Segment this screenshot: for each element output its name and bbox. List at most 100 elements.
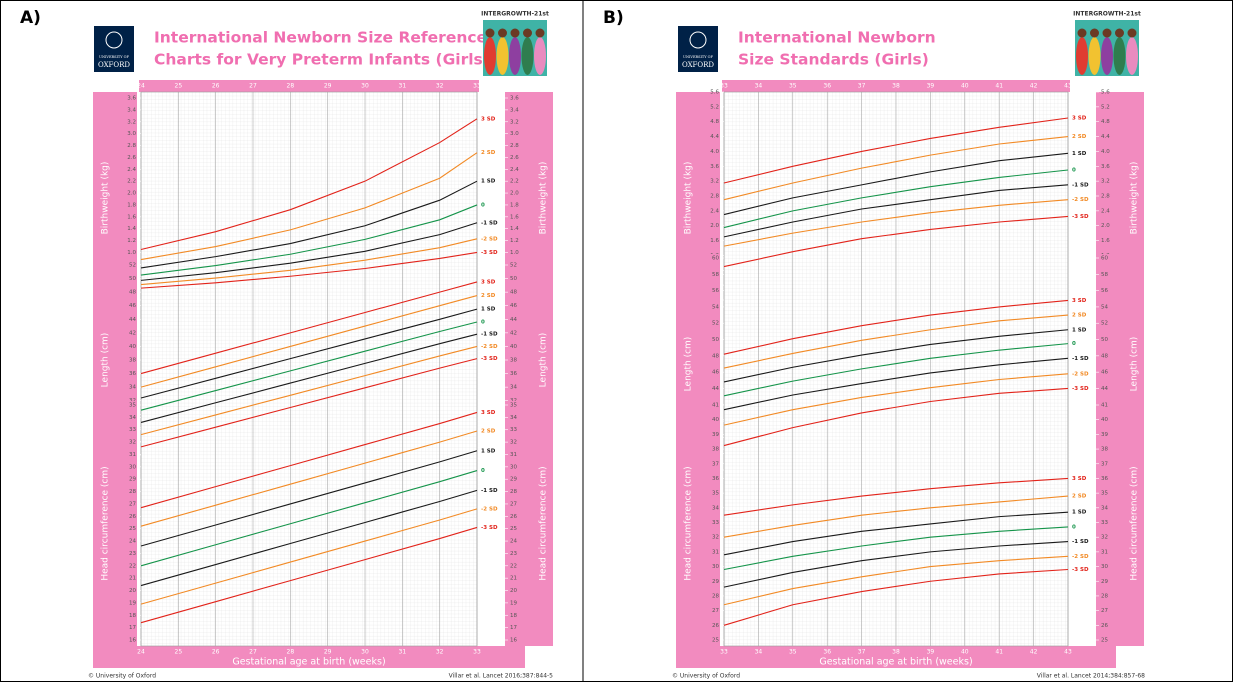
y-tick-label: 27 bbox=[712, 608, 719, 614]
x-tick-label: 42 bbox=[1030, 649, 1038, 656]
y-tick-label: 25 bbox=[712, 638, 719, 644]
sd-label: -1 SD bbox=[1072, 182, 1089, 188]
y-tick-label: 26 bbox=[712, 623, 719, 629]
y-tick-label: 4.4 bbox=[1101, 134, 1110, 140]
y-tick-label: 3.6 bbox=[127, 96, 136, 102]
y-axis-title: Head circumference (cm) bbox=[684, 466, 694, 580]
y-tick-label: 50 bbox=[1101, 337, 1108, 343]
y-axis-title: Head circumference (cm) bbox=[1130, 466, 1140, 580]
x-tick-label: 30 bbox=[361, 649, 369, 656]
y-tick-label: 24 bbox=[129, 539, 136, 545]
oxford-brand: OXFORD bbox=[682, 61, 714, 69]
logo-figure bbox=[522, 37, 534, 75]
oxford-brand: UNIVERSITY OF bbox=[683, 55, 714, 59]
y-tick-label: 31 bbox=[712, 549, 719, 555]
y-tick-label: 1.6 bbox=[710, 238, 719, 244]
y-tick-label: 27 bbox=[1101, 608, 1108, 614]
x-tick-label: 41 bbox=[995, 83, 1003, 90]
y-tick-label: 18 bbox=[510, 613, 517, 619]
y-tick-label: 28 bbox=[1101, 593, 1108, 599]
sd-label: -3 SD bbox=[481, 525, 498, 531]
chart-title: Size Standards (Girls) bbox=[738, 51, 929, 69]
panel-label: A) bbox=[20, 8, 41, 28]
y-tick-label: 4.8 bbox=[710, 119, 719, 125]
sd-label: -1 SD bbox=[481, 220, 498, 226]
logo-figure bbox=[1126, 37, 1138, 75]
sd-label: 2 SD bbox=[1072, 494, 1087, 500]
sd-label: 1 SD bbox=[481, 307, 496, 313]
x-tick-label: 33 bbox=[473, 649, 481, 656]
x-tick-label: 41 bbox=[995, 649, 1003, 656]
intergrowth-logo: INTERGROWTH-21st bbox=[481, 11, 549, 18]
x-tick-label: 35 bbox=[789, 649, 797, 656]
logo-figure bbox=[497, 37, 509, 75]
y-tick-label: 46 bbox=[510, 303, 517, 309]
y-tick-label: 44 bbox=[510, 317, 517, 323]
y-tick-label: 30 bbox=[129, 464, 136, 470]
y-tick-label: 31 bbox=[1101, 549, 1108, 555]
y-tick-label: 5.2 bbox=[710, 104, 719, 110]
y-tick-label: 32 bbox=[129, 440, 136, 446]
y-tick-label: 2.2 bbox=[127, 179, 136, 185]
x-tick-label: 36 bbox=[823, 649, 831, 656]
y-tick-label: 23 bbox=[129, 551, 136, 557]
y-tick-label: 58 bbox=[712, 272, 719, 278]
y-tick-label: 3.0 bbox=[510, 131, 519, 137]
logo-head bbox=[498, 29, 507, 38]
sd-label: 3 SD bbox=[481, 410, 496, 416]
y-tick-label: 33 bbox=[1101, 520, 1108, 526]
y-tick-label: 29 bbox=[129, 477, 136, 483]
top-strip bbox=[139, 80, 479, 92]
y-tick-label: 2.0 bbox=[127, 191, 136, 197]
x-tick-label: 33 bbox=[720, 649, 728, 656]
x-tick-label: 37 bbox=[858, 83, 866, 90]
x-axis-title: Gestational age at birth (weeks) bbox=[232, 657, 385, 668]
y-tick-label: 39 bbox=[1101, 432, 1108, 438]
y-tick-label: 17 bbox=[129, 625, 136, 631]
y-axis-title: Head circumference (cm) bbox=[101, 466, 111, 580]
y-tick-label: 46 bbox=[129, 303, 136, 309]
y-tick-label: 3.2 bbox=[1101, 179, 1110, 185]
sd-label: 3 SD bbox=[1072, 298, 1087, 304]
y-tick-label: 52 bbox=[1101, 321, 1108, 327]
y-tick-label: 60 bbox=[1101, 256, 1108, 262]
x-tick-label: 43 bbox=[1064, 83, 1072, 90]
x-tick-label: 28 bbox=[287, 649, 295, 656]
y-tick-label: 1.6 bbox=[510, 214, 519, 220]
y-axis-title: Birthweight (kg) bbox=[101, 162, 111, 235]
sd-label: 1 SD bbox=[1072, 327, 1087, 333]
y-tick-label: 42 bbox=[510, 330, 517, 336]
sd-label: 2 SD bbox=[481, 293, 496, 299]
sd-label: -2 SD bbox=[1072, 197, 1089, 203]
sd-label: 0 bbox=[481, 202, 485, 208]
y-tick-label: 41 bbox=[712, 403, 719, 409]
x-tick-label: 29 bbox=[324, 649, 332, 656]
sd-label: -3 SD bbox=[481, 356, 498, 362]
y-tick-label: 48 bbox=[510, 290, 517, 296]
sd-label: 1 SD bbox=[1072, 510, 1087, 516]
y-tick-label: 2.2 bbox=[510, 179, 519, 185]
sd-label: 2 SD bbox=[1072, 313, 1087, 319]
x-tick-label: 32 bbox=[436, 83, 444, 90]
logo-head bbox=[1090, 29, 1099, 38]
y-tick-label: 2.4 bbox=[127, 167, 136, 173]
logo-head bbox=[511, 29, 520, 38]
y-tick-label: 50 bbox=[712, 337, 719, 343]
y-tick-label: 2.0 bbox=[510, 191, 519, 197]
citation: Villar et al. Lancet 2014;384:857-68 bbox=[1037, 673, 1145, 680]
y-tick-label: 46 bbox=[712, 370, 719, 376]
y-tick-label: 36 bbox=[129, 371, 136, 377]
sd-label: -3 SD bbox=[1072, 567, 1089, 573]
y-tick-label: 54 bbox=[1101, 304, 1108, 310]
chart-title: International Newborn Size Reference bbox=[154, 29, 487, 47]
y-tick-label: 5.6 bbox=[1101, 90, 1110, 96]
y-tick-label: 32 bbox=[1101, 535, 1108, 541]
y-tick-label: 2.0 bbox=[1101, 223, 1110, 229]
y-axis-title: Head circumference (cm) bbox=[539, 466, 549, 580]
logo-figure bbox=[1089, 37, 1101, 75]
x-tick-label: 25 bbox=[175, 649, 183, 656]
x-tick-label: 34 bbox=[755, 83, 763, 90]
y-tick-label: 24 bbox=[510, 539, 517, 545]
y-axis-title: Birthweight (kg) bbox=[539, 162, 549, 235]
y-tick-label: 3.2 bbox=[510, 119, 519, 125]
